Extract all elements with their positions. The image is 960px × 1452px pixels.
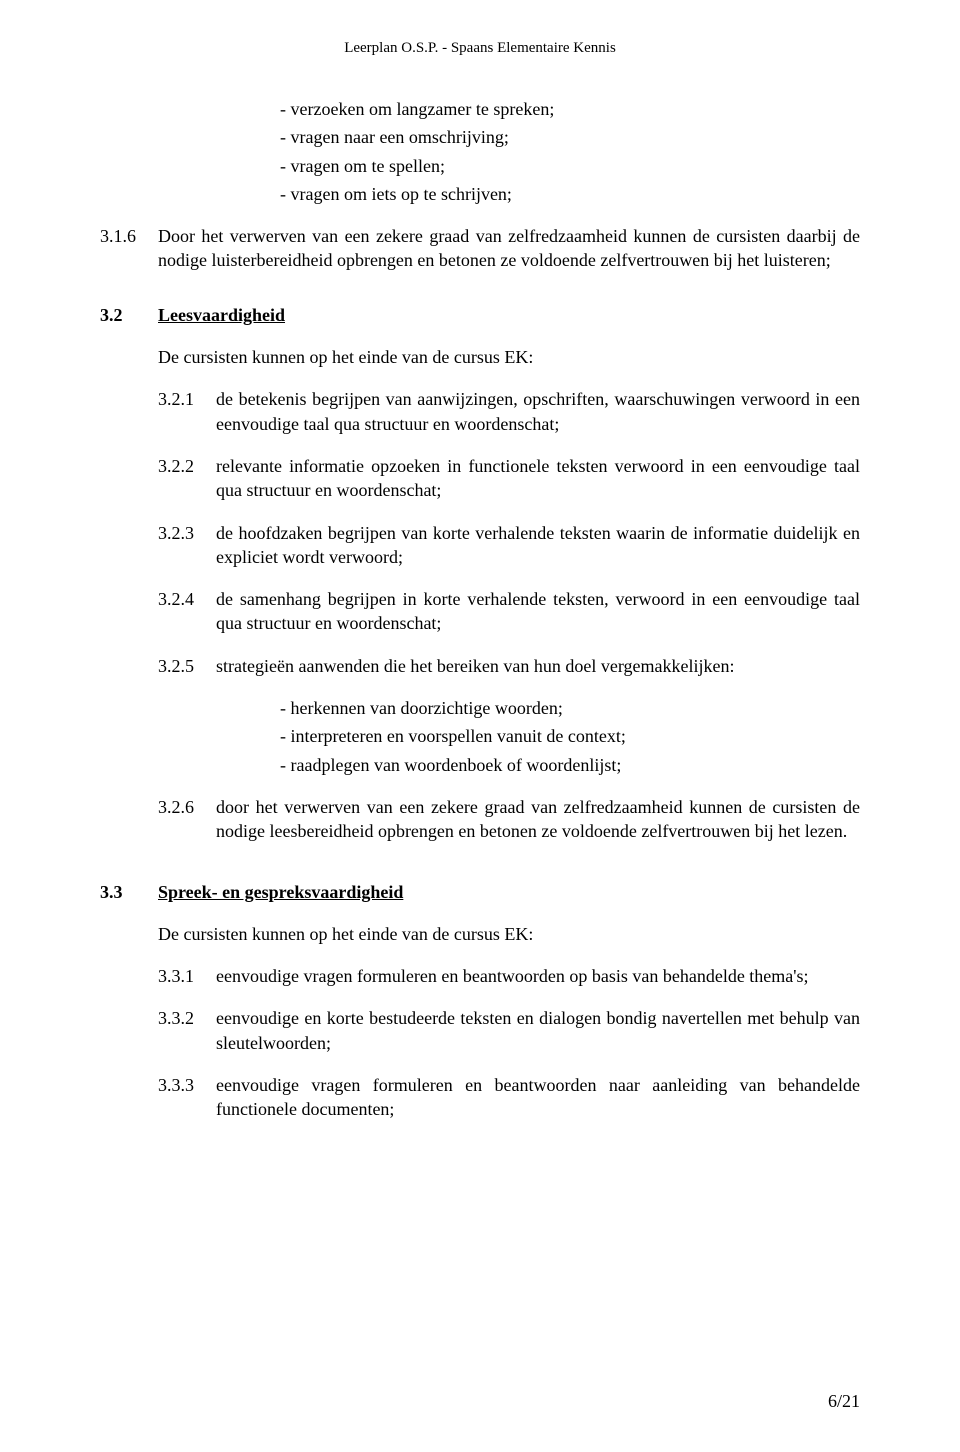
item-text: de betekenis begrijpen van aanwijzingen,… [216, 387, 860, 436]
item-3-2-4: 3.2.4 de samenhang begrijpen in korte ve… [158, 587, 860, 636]
dash-list-3-2-5: - herkennen van doorzichtige woorden; - … [280, 696, 860, 777]
item-3-1-6: 3.1.6 Door het verwerven van een zekere … [100, 224, 860, 273]
section-number: 3.2 [100, 303, 158, 327]
item-number: 3.1.6 [100, 224, 158, 273]
item-text: door het verwerven van een zekere graad … [216, 795, 860, 844]
item-text: strategieën aanwenden die het bereiken v… [216, 654, 860, 678]
item-number: 3.3.3 [158, 1073, 216, 1122]
item-3-2-2: 3.2.2 relevante informatie opzoeken in f… [158, 454, 860, 503]
item-3-3-1: 3.3.1 eenvoudige vragen formuleren en be… [158, 964, 860, 988]
item-number: 3.2.4 [158, 587, 216, 636]
item-number: 3.3.2 [158, 1006, 216, 1055]
document-body: - verzoeken om langzamer te spreken; - v… [100, 97, 860, 1122]
dash-item: - vragen naar een omschrijving; [280, 125, 860, 149]
dash-item: - vragen om iets op te schrijven; [280, 182, 860, 206]
dash-item: - vragen om te spellen; [280, 154, 860, 178]
item-3-2-6: 3.2.6 door het verwerven van een zekere … [158, 795, 860, 844]
page-number: 6/21 [828, 1391, 860, 1412]
item-number: 3.2.6 [158, 795, 216, 844]
section-title: Spreek- en gespreksvaardigheid [158, 880, 403, 904]
item-3-2-1: 3.2.1 de betekenis begrijpen van aanwijz… [158, 387, 860, 436]
item-text: eenvoudige vragen formuleren en beantwoo… [216, 964, 860, 988]
item-text: eenvoudige en korte bestudeerde teksten … [216, 1006, 860, 1055]
dash-item: - interpreteren en voorspellen vanuit de… [280, 724, 860, 748]
item-text: relevante informatie opzoeken in functio… [216, 454, 860, 503]
section-3-3-intro: De cursisten kunnen op het einde van de … [158, 922, 860, 946]
section-3-2-intro: De cursisten kunnen op het einde van de … [158, 345, 860, 369]
item-number: 3.3.1 [158, 964, 216, 988]
item-number: 3.2.5 [158, 654, 216, 678]
section-number: 3.3 [100, 880, 158, 904]
dash-item: - raadplegen van woordenboek of woordenl… [280, 753, 860, 777]
item-number: 3.2.3 [158, 521, 216, 570]
document-header: Leerplan O.S.P. - Spaans Elementaire Ken… [100, 40, 860, 57]
dash-list-top: - verzoeken om langzamer te spreken; - v… [280, 97, 860, 206]
section-3-3-heading: 3.3 Spreek- en gespreksvaardigheid [100, 880, 860, 904]
item-text: eenvoudige vragen formuleren en beantwoo… [216, 1073, 860, 1122]
section-title: Leesvaardigheid [158, 303, 285, 327]
item-text: de hoofdzaken begrijpen van korte verhal… [216, 521, 860, 570]
dash-item: - verzoeken om langzamer te spreken; [280, 97, 860, 121]
item-3-3-3: 3.3.3 eenvoudige vragen formuleren en be… [158, 1073, 860, 1122]
item-text: Door het verwerven van een zekere graad … [158, 224, 860, 273]
item-text: de samenhang begrijpen in korte verhalen… [216, 587, 860, 636]
section-3-2-heading: 3.2 Leesvaardigheid [100, 303, 860, 327]
item-number: 3.2.2 [158, 454, 216, 503]
item-3-2-3: 3.2.3 de hoofdzaken begrijpen van korte … [158, 521, 860, 570]
item-3-3-2: 3.3.2 eenvoudige en korte bestudeerde te… [158, 1006, 860, 1055]
dash-item: - herkennen van doorzichtige woorden; [280, 696, 860, 720]
item-number: 3.2.1 [158, 387, 216, 436]
item-3-2-5: 3.2.5 strategieën aanwenden die het bere… [158, 654, 860, 678]
